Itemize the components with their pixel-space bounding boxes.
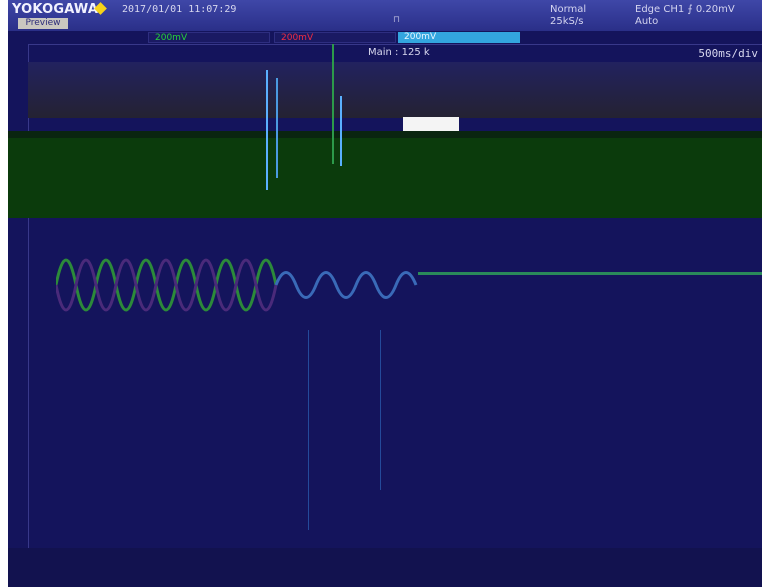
trigger-info[interactable]: Edge CH1 ⨍ 0.20mV Auto [635,4,735,28]
trace-band-shadow [8,131,762,141]
ch1-scale: 200mV [155,33,188,43]
acquisition-info[interactable]: Normal 25kS/s [550,4,586,28]
trace-spike [332,44,334,164]
bottom-strip [8,548,762,587]
channel-trace-line [418,272,762,275]
acquisition-mode: Normal [550,4,587,15]
trigger-edge-icon: ⨍ [687,4,693,15]
trace-spike [266,70,268,190]
sample-rate: 25kS/s [550,16,584,27]
oscilloscope-screen: YOKOGAWA Preview 2017/01/01 11:07:29 ⊓ N… [8,0,762,587]
trigger-level: 0.20mV [695,4,735,15]
channel-1-tab[interactable]: 200mV [148,32,270,43]
datetime-label: 2017/01/01 11:07:29 [122,4,237,15]
channel-3-tab[interactable]: 200mV [398,32,520,43]
timebase-label: 500ms/div [698,47,758,60]
channel-2-tab[interactable]: 200mV [274,32,396,43]
preview-badge[interactable]: Preview [18,18,68,29]
trace-spike [308,330,309,530]
ch2-scale: 200mV [281,33,314,43]
small-marker: ⊓ [393,15,401,25]
trace-spike [276,78,278,178]
waveform-burst [56,258,418,312]
record-length-label: Main : 125 k [368,47,430,58]
brand-logo: YOKOGAWA [12,2,99,17]
trace-spike [340,96,342,166]
trigger-mode: Auto [635,16,659,27]
waveform-display[interactable] [28,44,762,550]
trigger-source: Edge CH1 [635,4,685,15]
ch3-scale: 200mV [404,32,437,42]
trace-spike [380,330,381,490]
status-header: YOKOGAWA Preview 2017/01/01 11:07:29 ⊓ N… [8,0,762,31]
trace-noise-band [28,62,762,118]
cursor-marker [403,117,459,135]
trace-band [8,138,762,218]
